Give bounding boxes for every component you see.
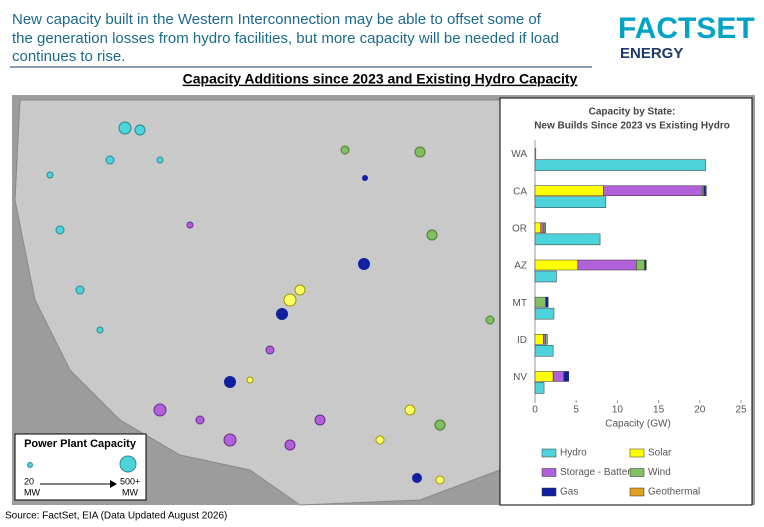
bar-existing	[534, 307, 555, 320]
x-axis-label: Capacity (GW)	[605, 419, 671, 430]
bar-existing	[534, 382, 545, 394]
chart-title: New Builds Since 2023 vs Existing Hydro	[534, 121, 730, 132]
bar-segment	[644, 259, 647, 271]
bar-segment	[543, 222, 546, 234]
source: Source: FactSet, EIA (Data Updated Augus…	[5, 511, 227, 522]
bar-segment	[545, 334, 548, 345]
legend-label: Storage - Battery	[560, 467, 636, 478]
logo-sub: ENERGY	[620, 45, 683, 62]
legend-swatch	[629, 448, 645, 458]
bar-existing	[534, 159, 706, 171]
legend-min-unit: MW	[24, 487, 40, 497]
legend-label: Solar	[648, 448, 672, 459]
header-text: the generation losses from hydro facilit…	[12, 30, 559, 47]
battery-dots	[153, 221, 326, 451]
x-tick-label: 25	[735, 405, 747, 416]
bar-existing	[534, 196, 607, 208]
y-tick-label: NV	[513, 372, 527, 383]
bar-segment	[577, 259, 637, 271]
y-tick-label: WA	[511, 149, 527, 160]
legend-label: Wind	[648, 467, 671, 478]
y-tick-label: CA	[513, 186, 527, 197]
bar-segment	[540, 222, 545, 234]
wind-dots	[340, 145, 495, 431]
bar-segment	[705, 185, 707, 196]
legend-swatch	[541, 448, 557, 458]
legend-title: Power Plant Capacity	[24, 438, 137, 450]
bar-segment	[542, 334, 546, 345]
x-tick-label: 15	[653, 405, 665, 416]
header-text: continues to rise.	[12, 48, 125, 65]
bar-segment	[636, 259, 645, 271]
legend-label: Geothermal	[648, 487, 700, 498]
legend-swatch	[629, 487, 645, 497]
bar-existing	[534, 233, 601, 246]
solar-dots	[246, 284, 445, 485]
x-tick-label: 20	[694, 405, 706, 416]
header-text: New capacity built in the Western Interc…	[12, 11, 542, 28]
bar-existing	[534, 345, 554, 357]
bar-segment	[534, 148, 537, 159]
gas-dots	[224, 175, 422, 483]
logo: FACTSET	[618, 12, 755, 45]
legend-small-dot	[27, 462, 33, 468]
bar-segment	[534, 222, 542, 234]
x-tick-label: 5	[573, 405, 579, 416]
legend-label: Hydro	[560, 448, 587, 459]
bar-existing	[534, 270, 557, 283]
legend-large-dot	[119, 455, 137, 473]
legend-label: Gas	[560, 487, 578, 498]
legend-min: 20	[24, 476, 34, 486]
chart-title: Capacity by State:	[589, 107, 676, 118]
bar-segment	[563, 371, 570, 382]
bar-segment	[552, 371, 565, 382]
x-tick-label: 0	[532, 405, 538, 416]
legend-arrowhead	[110, 480, 117, 488]
map-legend: Power Plant Capacity 20 MW 500+ MW	[14, 433, 147, 501]
bar-segment	[534, 334, 544, 345]
bar-segment	[534, 259, 579, 271]
legend-swatch	[541, 487, 557, 497]
y-tick-label: OR	[512, 223, 527, 234]
y-tick-label: MT	[513, 298, 527, 309]
legend-max-unit: MW	[122, 487, 138, 497]
y-tick-label: ID	[517, 335, 527, 346]
x-tick-label: 10	[612, 405, 624, 416]
bar-segment	[534, 371, 554, 382]
bar-segment	[603, 185, 703, 196]
legend-swatch	[541, 468, 557, 477]
y-tick-label: AZ	[514, 261, 527, 272]
legend-swatch	[629, 468, 645, 477]
bar-segment	[534, 185, 604, 196]
hydro-dots	[46, 121, 164, 334]
bar-segment	[534, 296, 546, 308]
bar-segment	[545, 296, 549, 308]
map-title: Capacity Additions since 2023 and Existi…	[183, 71, 578, 87]
legend-max: 500+	[120, 476, 140, 486]
